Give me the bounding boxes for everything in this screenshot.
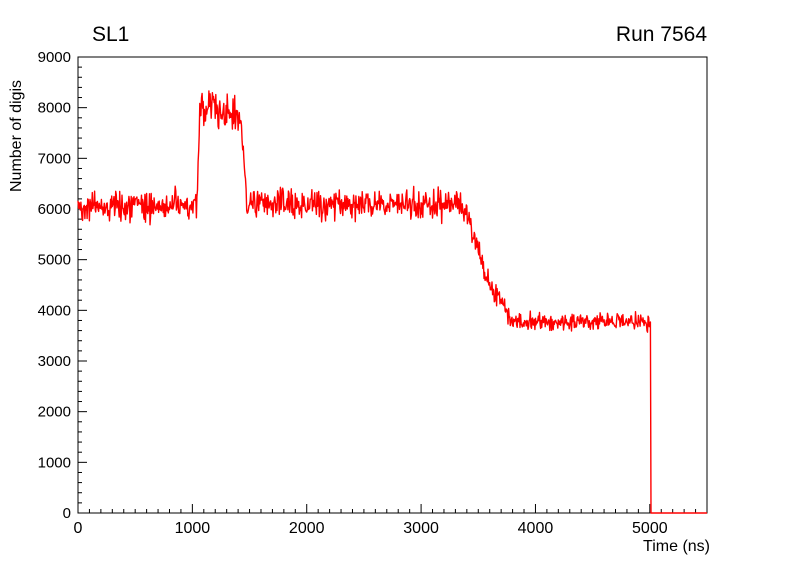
y-tick-label: 7000 xyxy=(38,150,71,167)
y-tick-label: 6000 xyxy=(38,201,71,218)
x-tick-label: 2000 xyxy=(289,520,325,537)
x-axis-title: Time (ns) xyxy=(643,538,710,555)
y-tick-label: 2000 xyxy=(38,404,71,421)
x-tick-label: 3000 xyxy=(403,520,439,537)
y-tick-label: 4000 xyxy=(38,302,71,319)
y-tick-label: 8000 xyxy=(38,100,71,117)
x-tick-label: 5000 xyxy=(632,520,668,537)
data-series-line xyxy=(77,90,708,514)
plot-frame xyxy=(77,56,708,514)
y-tick-label: 1000 xyxy=(38,454,71,471)
x-tick-label: 0 xyxy=(74,520,83,537)
y-tick-label: 9000 xyxy=(38,49,71,66)
x-tick-label: 1000 xyxy=(175,520,211,537)
y-tick-label: 3000 xyxy=(38,353,71,370)
chart-title-right: Run 7564 xyxy=(615,23,707,46)
chart-title-left: SL1 xyxy=(92,23,130,46)
y-axis-title: Number of digis xyxy=(8,79,25,192)
x-tick-label: 4000 xyxy=(518,520,554,537)
y-tick-label: 0 xyxy=(63,505,71,522)
y-tick-label: 5000 xyxy=(38,252,71,269)
